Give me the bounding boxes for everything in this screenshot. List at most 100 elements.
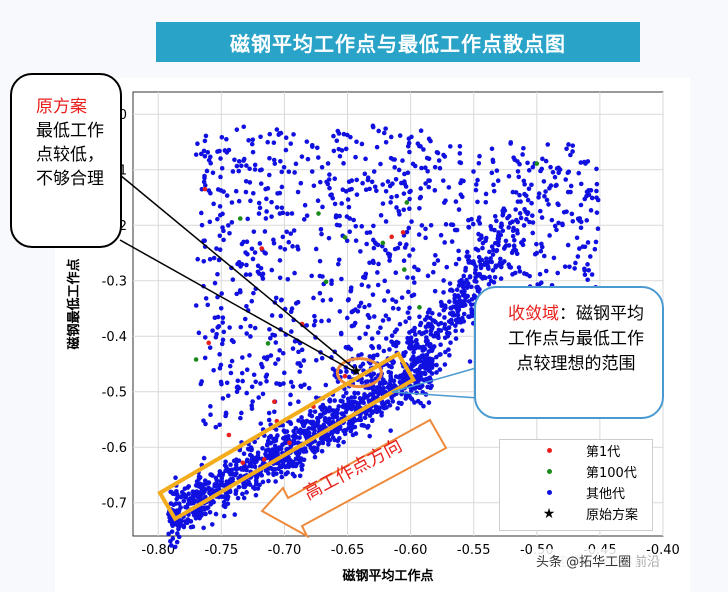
scatter-point-others [244, 367, 250, 373]
scatter-point-others [441, 278, 446, 283]
scatter-point-others [436, 158, 442, 163]
scatter-point-others [233, 466, 238, 471]
scatter-point-others [317, 179, 323, 185]
scatter-point-others [388, 134, 394, 140]
scatter-point-others [382, 405, 387, 411]
scatter-point-others [556, 170, 561, 176]
scatter-point-others [448, 306, 454, 311]
scatter-point-others [538, 248, 544, 254]
scatter-point-others [417, 314, 422, 320]
scatter-point-others [382, 298, 387, 303]
scatter-point-others [236, 458, 242, 463]
scatter-point-others [500, 260, 505, 266]
scatter-point-others [370, 345, 376, 351]
scatter-point-others [312, 409, 318, 414]
scatter-point-gen100 [534, 161, 540, 166]
scatter-point-others [437, 165, 443, 171]
scatter-point-others [367, 392, 373, 397]
scatter-point-gen100 [323, 279, 329, 285]
scatter-point-others [424, 155, 430, 161]
scatter-point-others [576, 170, 582, 176]
scatter-point-others [249, 141, 255, 147]
legend-marker-gen100 [512, 469, 586, 474]
scatter-point-others [475, 177, 480, 183]
scatter-point-others [205, 150, 211, 155]
scatter-point-others [312, 313, 317, 319]
scatter-point-others [266, 439, 271, 445]
scatter-point-others [447, 352, 452, 358]
scatter-point-others [251, 372, 257, 378]
scatter-point-others [258, 381, 263, 386]
scatter-point-others [319, 318, 324, 324]
scatter-point-others [248, 334, 253, 339]
scatter-point-others [211, 201, 216, 207]
scatter-point-others [393, 176, 399, 182]
scatter-point-others [401, 207, 407, 213]
scatter-point-others [475, 247, 481, 253]
scatter-point-others [356, 353, 361, 358]
scatter-point-gen1 [400, 230, 406, 235]
scatter-point-others [434, 370, 439, 375]
scatter-point-others [296, 418, 301, 423]
scatter-point-others [510, 219, 515, 225]
scatter-point-others [314, 446, 320, 451]
scatter-point-others [358, 249, 363, 254]
scatter-point-others [452, 227, 458, 233]
scatter-point-others [354, 192, 360, 197]
scatter-point-others [167, 518, 173, 524]
scatter-point-others [363, 271, 369, 277]
scatter-point-others [327, 185, 332, 191]
scatter-point-others [532, 251, 538, 257]
scatter-point-others [542, 194, 547, 199]
scatter-point-others [327, 416, 332, 422]
scatter-point-others [391, 378, 397, 384]
scatter-point-others [309, 426, 315, 431]
scatter-point-others [446, 185, 452, 190]
scatter-point-others [233, 488, 239, 494]
scatter-point-others [253, 481, 259, 487]
scatter-point-others [201, 179, 207, 185]
scatter-point-others [260, 391, 266, 397]
scatter-point-others [190, 524, 196, 530]
scatter-point-others [365, 177, 371, 183]
scatter-point-others [379, 413, 384, 418]
scatter-point-others [224, 136, 229, 142]
scatter-point-others [389, 364, 394, 370]
scatter-point-others [421, 330, 427, 336]
scatter-point-others [229, 200, 235, 205]
scatter-point-others [515, 219, 521, 225]
scatter-point-others [284, 447, 289, 452]
scatter-point-others [268, 336, 273, 341]
scatter-point-others [491, 182, 496, 188]
legend-item-gen100: 第100代 [500, 461, 652, 482]
x-tick-label: -0.60 [394, 543, 428, 558]
scatter-point-others [359, 141, 365, 147]
scatter-point-others [208, 404, 213, 409]
scatter-point-others [275, 191, 280, 196]
scatter-point-others [195, 141, 200, 147]
scatter-point-others [286, 239, 292, 245]
scatter-point-others [564, 209, 569, 214]
scatter-point-others [201, 148, 207, 154]
scatter-point-others [442, 325, 447, 331]
scatter-point-others [530, 164, 536, 170]
callout-original-title: 原方案 [36, 97, 87, 117]
scatter-point-others [407, 149, 412, 155]
scatter-point-others [383, 189, 389, 194]
scatter-point-others [289, 329, 294, 334]
convergence-band-box [157, 351, 417, 522]
scatter-point-others [473, 182, 479, 187]
scatter-point-others [382, 278, 388, 284]
scatter-point-others [250, 256, 256, 262]
scatter-point-others [197, 475, 203, 480]
scatter-point-others [277, 348, 282, 353]
scatter-point-others [578, 181, 584, 187]
scatter-point-others [536, 191, 542, 196]
legend-item-others: 其他代 [500, 482, 652, 503]
scatter-point-others [248, 323, 253, 329]
scatter-point-others [338, 369, 343, 375]
scatter-point-others [425, 168, 430, 174]
scatter-point-others [172, 491, 177, 497]
scatter-point-others [199, 210, 204, 216]
scatter-point-others [362, 392, 367, 397]
